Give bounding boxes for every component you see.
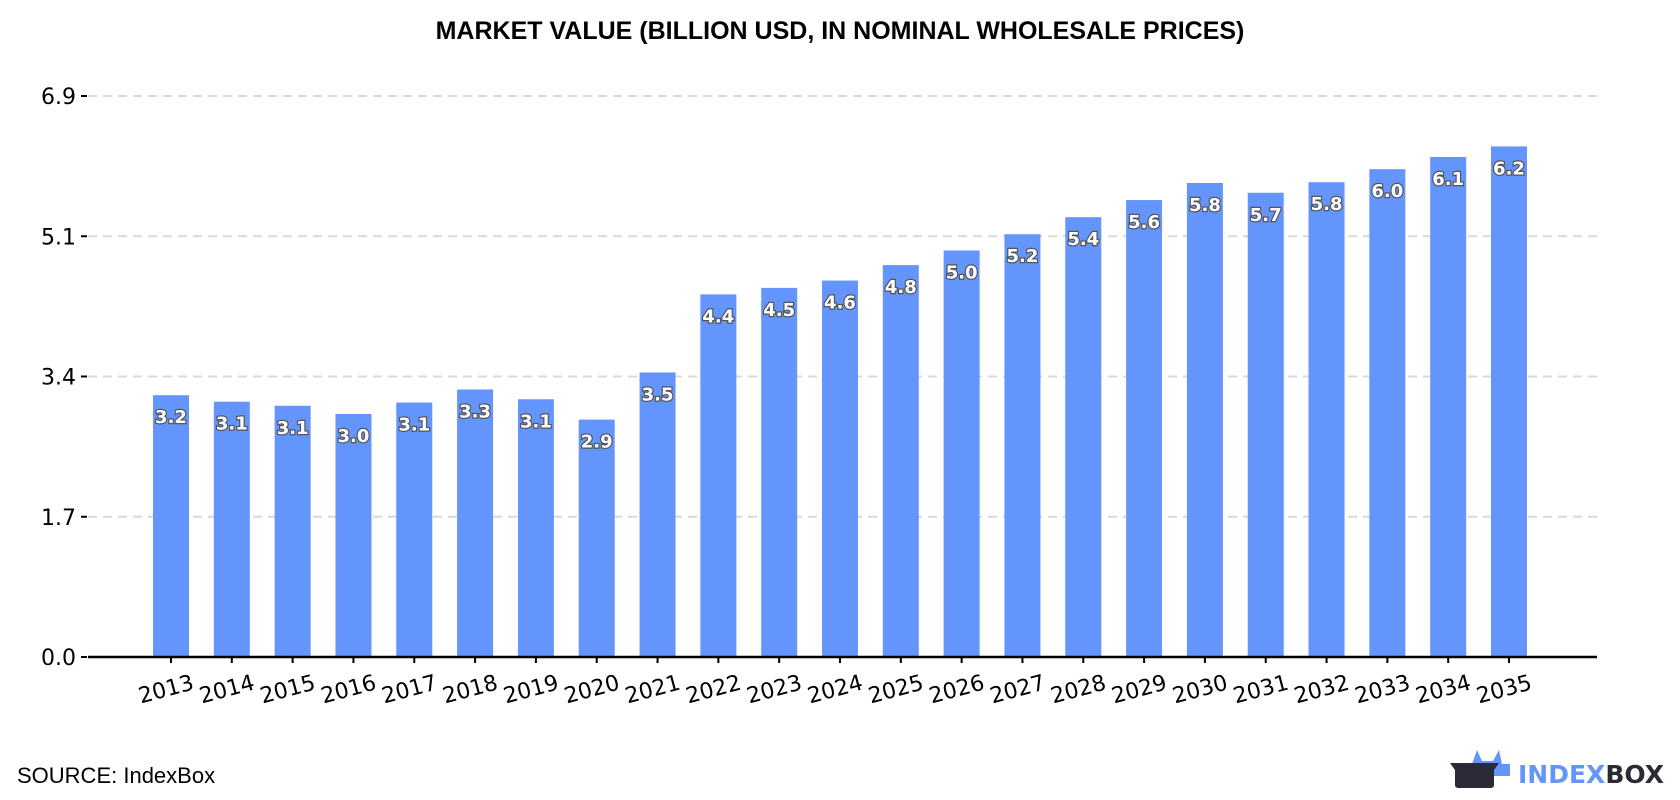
x-tick-label: 2031 (1231, 671, 1292, 710)
data-label: 6.0 (1371, 181, 1403, 202)
data-label: 5.2 (1007, 246, 1039, 267)
x-tick-label: 2013 (136, 671, 197, 710)
bar-2029 (1126, 200, 1163, 657)
data-label: 5.6 (1128, 212, 1160, 233)
bar-2034 (1430, 156, 1467, 657)
data-label: 5.7 (1250, 205, 1282, 226)
x-tick-label: 2026 (927, 671, 988, 710)
indexbox-logo: INDEXBOX (1450, 750, 1664, 789)
y-tick-label: 0.0 (41, 646, 76, 671)
x-tick-label: 2028 (1048, 671, 1109, 710)
bars: 3.2 3.1 3.1 3.0 3.1 3.3 3.1 2.9 3.5 4.4 4.5 4.6 4.8 5… (153, 146, 1527, 657)
x-tick-label: 2021 (623, 671, 684, 710)
data-label: 3.5 (642, 384, 674, 405)
x-tick-label: 2020 (562, 671, 623, 710)
data-label: 3.1 (216, 414, 248, 435)
data-label: 3.3 (459, 402, 491, 423)
y-axis: 0.0 1.7 3.4 5.1 6.9 (41, 85, 87, 671)
bar-2026 (943, 250, 980, 657)
data-label: 5.4 (1067, 229, 1099, 250)
x-tick-label: 2022 (683, 671, 744, 710)
bar-2014 (213, 401, 250, 657)
data-label: 3.1 (277, 418, 309, 439)
bar-2021 (639, 372, 676, 657)
x-axis: 2013 2014 2015 2016 2017 2018 2019 2020 2021 2022… (136, 657, 1535, 709)
bar-2016 (335, 413, 372, 657)
data-label: 5.8 (1311, 194, 1343, 215)
data-label: 6.2 (1493, 158, 1525, 179)
y-tick-label: 5.1 (41, 225, 76, 250)
bar-2032 (1308, 182, 1345, 657)
x-tick-label: 2027 (987, 671, 1048, 710)
bar-2028 (1065, 217, 1102, 657)
x-tick-label: 2024 (805, 671, 866, 710)
bar-2020 (578, 419, 615, 657)
data-label: 4.6 (824, 293, 856, 314)
y-tick-label: 1.7 (41, 506, 76, 531)
logo-text-box: BOX (1605, 760, 1664, 789)
bar-2031 (1247, 192, 1284, 657)
x-tick-label: 2030 (1170, 671, 1231, 710)
bar-2025 (882, 265, 919, 657)
data-label: 2.9 (581, 432, 613, 453)
x-tick-label: 2015 (258, 671, 319, 710)
bar-2013 (153, 395, 189, 657)
source-label: SOURCE: IndexBox (17, 763, 215, 788)
x-tick-label: 2025 (866, 671, 927, 710)
x-tick-label: 2029 (1109, 671, 1170, 710)
svg-text:INDEXBOX: INDEXBOX (1518, 760, 1664, 789)
bar-2019 (517, 399, 554, 657)
x-tick-label: 2019 (501, 671, 562, 710)
x-tick-label: 2032 (1292, 671, 1353, 710)
bar-2030 (1186, 182, 1223, 657)
data-label: 4.4 (702, 306, 734, 327)
x-tick-label: 2034 (1413, 671, 1474, 710)
data-label: 6.1 (1432, 169, 1464, 190)
bar-2018 (457, 389, 494, 657)
x-tick-label: 2035 (1474, 671, 1535, 710)
data-label: 5.8 (1189, 195, 1221, 216)
bar-2015 (274, 405, 311, 657)
bar-2035 (1491, 146, 1527, 657)
bar-2023 (761, 287, 798, 657)
x-tick-label: 2018 (440, 671, 501, 710)
bar-2022 (700, 294, 737, 657)
logo-text-index: INDEX (1518, 760, 1605, 789)
data-label: 4.5 (763, 300, 795, 321)
y-tick-label: 3.4 (41, 366, 76, 391)
bar-2017 (396, 402, 433, 657)
bar-2024 (822, 280, 858, 657)
x-tick-label: 2017 (379, 671, 440, 710)
x-tick-label: 2033 (1352, 671, 1413, 710)
bar-2027 (1004, 234, 1041, 657)
y-tick-label: 6.9 (41, 85, 76, 110)
data-label: 3.1 (398, 415, 430, 436)
data-label: 3.2 (155, 407, 187, 428)
data-label: 3.0 (338, 426, 370, 447)
chart-title: MARKET VALUE (BILLION USD, IN NOMINAL WH… (436, 17, 1245, 45)
bar-2033 (1369, 169, 1406, 657)
data-label: 4.8 (885, 277, 917, 298)
data-label: 5.0 (946, 262, 978, 283)
data-label: 3.1 (520, 411, 552, 432)
x-tick-label: 2016 (318, 671, 379, 710)
x-tick-label: 2023 (744, 671, 805, 710)
x-tick-label: 2014 (197, 671, 258, 710)
